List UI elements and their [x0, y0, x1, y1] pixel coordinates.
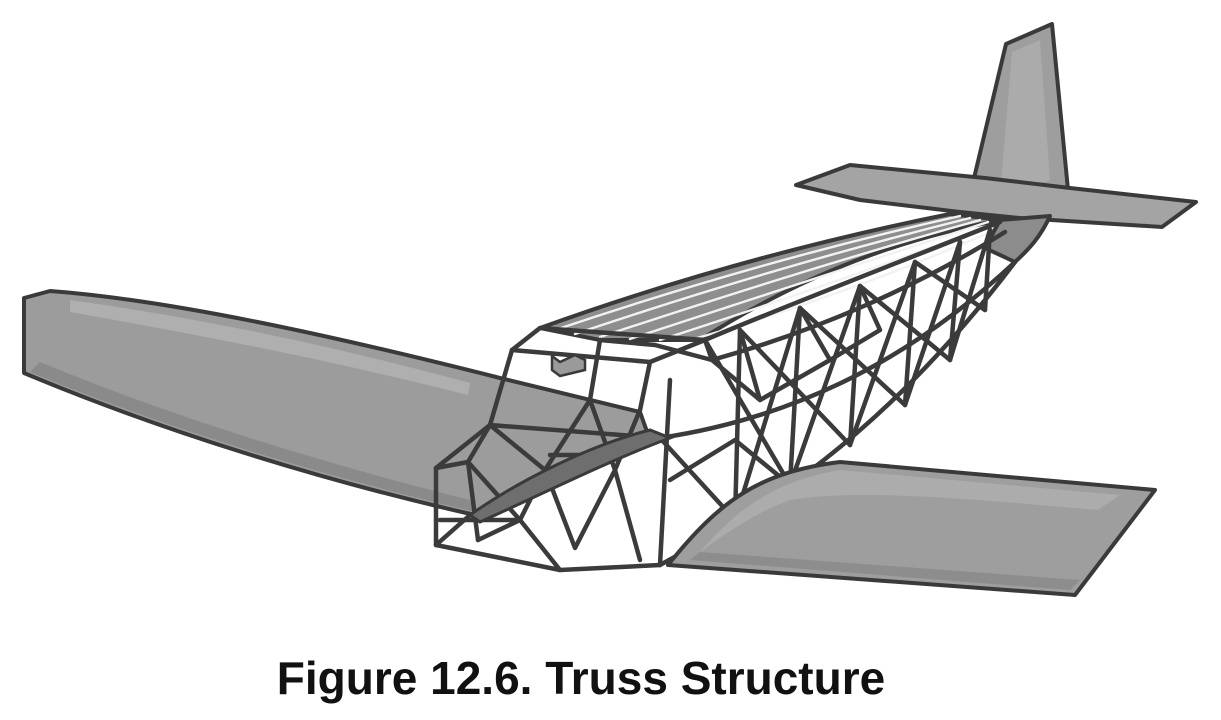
cockpit-panel: [467, 353, 675, 524]
left-wing: [22, 289, 652, 517]
horizontal-stabilizer: [794, 163, 1198, 229]
truss-frame: [433, 219, 1018, 573]
right-wing: [666, 460, 1157, 597]
figure-caption: Figure 12.6. Truss Structure: [276, 652, 886, 704]
